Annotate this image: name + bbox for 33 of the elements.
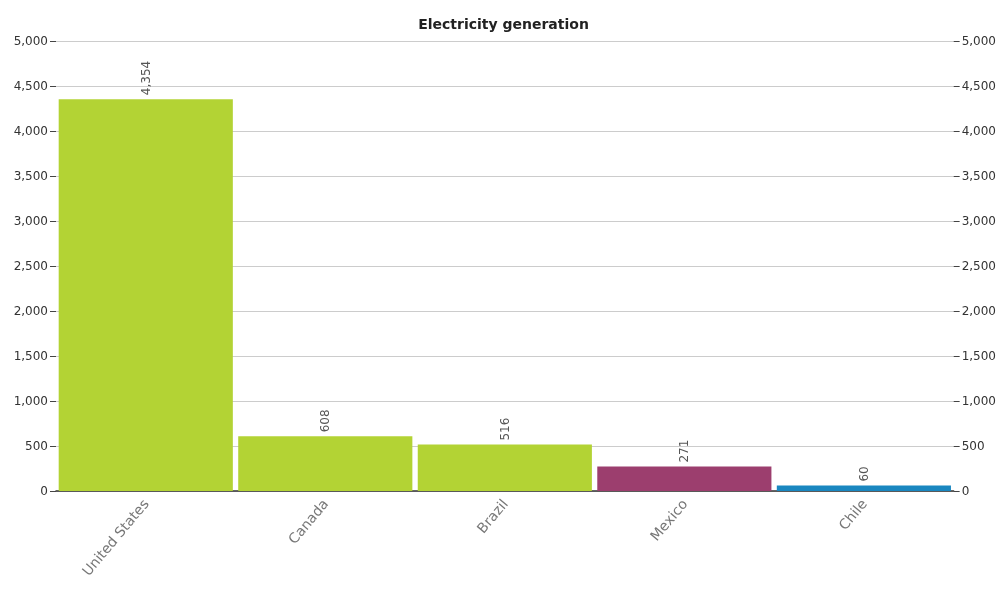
data-label: 516	[497, 417, 512, 441]
chart-title: Electricity generation	[418, 16, 589, 32]
y-tick-label: 3,000	[13, 214, 48, 228]
y-tick-label: 500	[25, 439, 48, 453]
y-tick-label: 4,500	[13, 79, 48, 93]
y2-tick-label: 3,000	[961, 214, 997, 228]
y-tick-label: 3,500	[13, 169, 48, 183]
y2-tick-label: 4,000	[961, 124, 997, 138]
y2-tick-label: 5,000	[961, 34, 997, 48]
data-label: 4,354	[138, 60, 153, 96]
y2-tick-label: 3,500	[961, 169, 997, 183]
y-tick-label: 0	[40, 484, 48, 498]
data-label: 608	[318, 409, 333, 433]
y-tick-label: 5,000	[13, 34, 48, 48]
bar	[417, 444, 592, 491]
y2-tick-label: 2,000	[961, 304, 997, 318]
bar	[597, 466, 772, 491]
y-tick-label: 1,500	[13, 349, 48, 363]
data-label: 271	[677, 439, 692, 463]
y-tick-label: 2,000	[13, 304, 48, 318]
y-tick-label: 1,000	[13, 394, 48, 408]
data-label: 60	[856, 466, 871, 482]
bar	[776, 485, 951, 491]
y2-tick-label: 1,500	[961, 349, 997, 363]
y-tick-label: 2,500	[13, 259, 48, 273]
y2-tick-label: 0	[961, 484, 970, 498]
bar	[238, 436, 413, 491]
y2-tick-label: 4,500	[961, 79, 997, 93]
y2-tick-label: 500	[961, 439, 985, 453]
y2-tick-label: 2,500	[961, 259, 997, 273]
y2-tick-label: 1,000	[961, 394, 997, 408]
bar	[58, 99, 233, 491]
y-tick-label: 4,000	[13, 124, 48, 138]
